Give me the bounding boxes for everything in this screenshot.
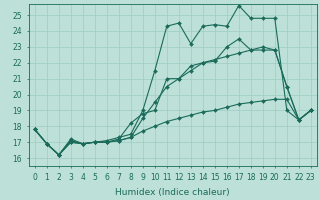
X-axis label: Humidex (Indice chaleur): Humidex (Indice chaleur) [116,188,230,196]
